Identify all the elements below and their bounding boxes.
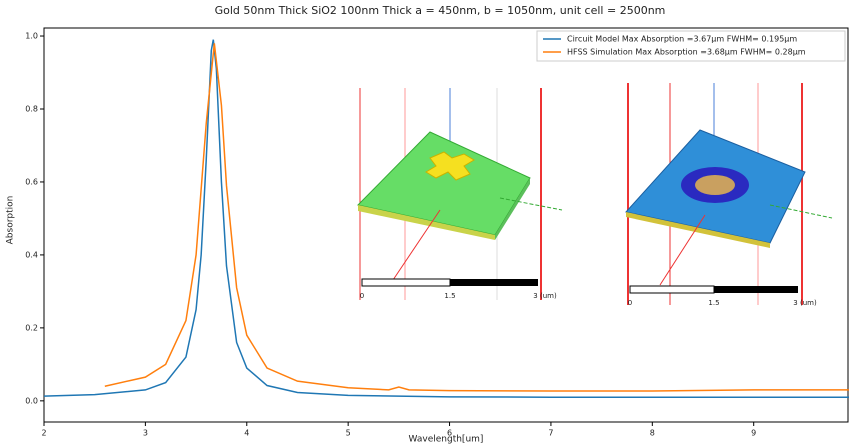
legend-label: Circuit Model Max Absorption =3.67μm FWH… (567, 35, 797, 44)
x-tick-label: 6 (447, 429, 452, 438)
x-tick-label: 3 (143, 429, 148, 438)
chart: Gold 50nm Thick SiO2 100nm Thick a = 450… (0, 0, 849, 448)
inset-scale-label: 0 (360, 292, 364, 300)
chart-title: Gold 50nm Thick SiO2 100nm Thick a = 450… (215, 4, 666, 17)
y-tick-label: 0.2 (25, 323, 38, 332)
inset-scale-label: 3 (um) (793, 299, 817, 307)
inset-scale-label: 0 (628, 299, 632, 307)
y-axis-label: Absorption (6, 196, 16, 245)
x-tick-label: 5 (346, 429, 351, 438)
y-tick-label: 0.8 (25, 104, 38, 113)
inset-hfss-mesh (626, 83, 832, 305)
y-tick-label: 0.0 (25, 396, 38, 405)
y-tick-label: 0.6 (25, 177, 38, 186)
inset-model (358, 88, 562, 300)
x-tick-label: 4 (244, 429, 249, 438)
x-tick-label: 8 (650, 429, 655, 438)
inset-scale-label: 1.5 (708, 299, 719, 307)
y-tick-label: 0.4 (25, 250, 38, 259)
x-tick-label: 9 (751, 429, 756, 438)
inset-scale-label: 3 (um) (533, 292, 557, 300)
y-tick-label: 1.0 (25, 32, 38, 41)
x-tick-label: 2 (41, 429, 46, 438)
x-tick-label: 7 (548, 429, 553, 438)
legend-label: HFSS Simulation Max Absorption =3.68μm F… (567, 48, 806, 57)
inset-scale-label: 1.5 (444, 292, 455, 300)
